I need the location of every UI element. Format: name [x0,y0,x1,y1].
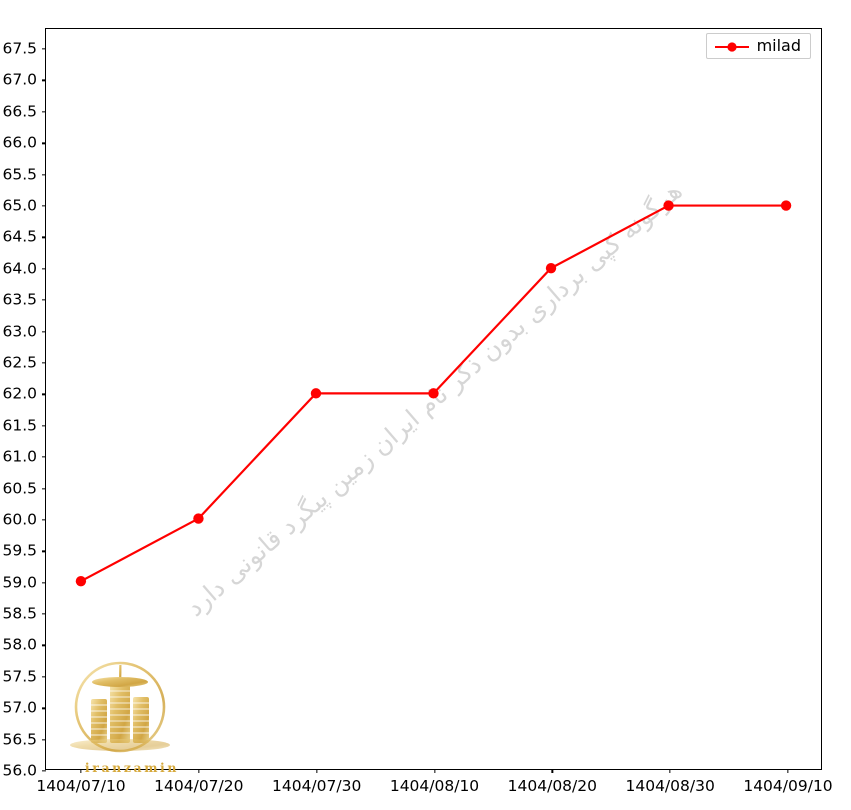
y-tick-mark [41,268,46,270]
y-tick-label: 62.5 [2,353,37,372]
y-tick-mark [41,582,46,584]
y-tick-mark [41,676,46,678]
y-tick-mark [41,738,46,741]
x-tick-label: 1404/08/10 [389,777,480,795]
plot-area: 56.0 56.5 57.0 57.5 58.0 58.5 59.0 59.5 60.0 60.5… [2,28,833,794]
y-tick-label: 58.5 [2,604,37,623]
y-tick-mark [41,519,46,521]
y-tick-mark [41,393,46,395]
x-tick-label: 1404/07/30 [271,777,362,795]
y-tick-label: 65.0 [2,196,37,215]
y-tick-mark [41,79,46,82]
x-tick-label: 1404/09/10 [743,777,833,795]
y-tick-mark [41,48,46,50]
x-tick-mark [198,769,200,774]
y-tick-label: 59.5 [2,541,37,560]
y-tick-label: 56.0 [2,761,37,780]
y-tick-label: 66.5 [2,102,37,121]
y-tick-label: 63.0 [2,321,37,340]
y-tick-mark [41,142,46,144]
y-tick-mark [41,111,46,113]
x-tick-label: 1404/08/20 [507,777,597,795]
y-tick-mark [41,456,46,458]
x-tick-mark [316,769,318,774]
y-tick-mark [41,644,46,647]
y-tick-mark [41,707,46,709]
y-tick-label: 60.0 [2,510,37,529]
x-tick-label: 1404/08/30 [625,777,715,795]
y-tick-mark [41,770,46,772]
y-tick-mark [41,550,46,552]
data-point-marker[interactable] [310,388,322,399]
y-tick-label: 57.0 [2,698,37,717]
x-tick-mark [433,769,436,774]
y-tick-label: 65.5 [2,164,37,183]
x-tick-mark [669,769,671,774]
y-tick-label: 61.0 [2,447,37,466]
legend-swatch-milad [714,39,750,53]
y-tick-mark [41,299,46,301]
y-tick-label: 66.0 [2,133,37,152]
y-tick-mark [41,425,46,427]
y-tick-label: 64.5 [2,227,37,246]
y-tick-mark [41,173,46,176]
y-tick-label: 63.5 [2,290,37,309]
x-tick-mark [551,769,553,774]
y-tick-label: 57.5 [2,667,37,686]
data-point-marker[interactable] [75,575,87,587]
data-point-marker[interactable] [193,513,204,524]
legend-label-milad: milad [756,36,801,55]
y-tick-label: 67.5 [2,39,37,58]
series-plot [75,200,792,587]
x-tick-mark [787,769,789,774]
y-tick-label: 61.5 [2,415,37,434]
data-point-marker[interactable] [428,388,439,399]
y-tick-label: 59.0 [2,572,37,591]
y-tick-mark [41,205,46,207]
y-tick-mark [41,487,46,490]
data-point-marker[interactable] [545,262,557,274]
y-tick-label: 62.0 [2,384,37,403]
y-tick-mark [41,330,46,333]
y-tick-label: 64.0 [2,259,37,278]
series-milad [75,200,792,587]
data-point-marker[interactable] [663,200,674,211]
y-tick-mark [41,236,46,239]
x-tick-label: 1404/07/20 [154,777,244,795]
y-tick-mark [41,362,46,364]
legend[interactable]: milad [705,33,811,59]
y-tick-label: 60.5 [2,478,37,497]
y-tick-label: 58.0 [2,635,37,654]
x-tick-label: 1404/07/10 [36,777,126,795]
y-tick-label: 67.0 [2,70,37,89]
y-tick-mark [41,613,46,615]
x-tick-mark [80,769,82,774]
y-tick-label: 56.5 [2,729,37,748]
data-point-marker[interactable] [780,200,792,211]
